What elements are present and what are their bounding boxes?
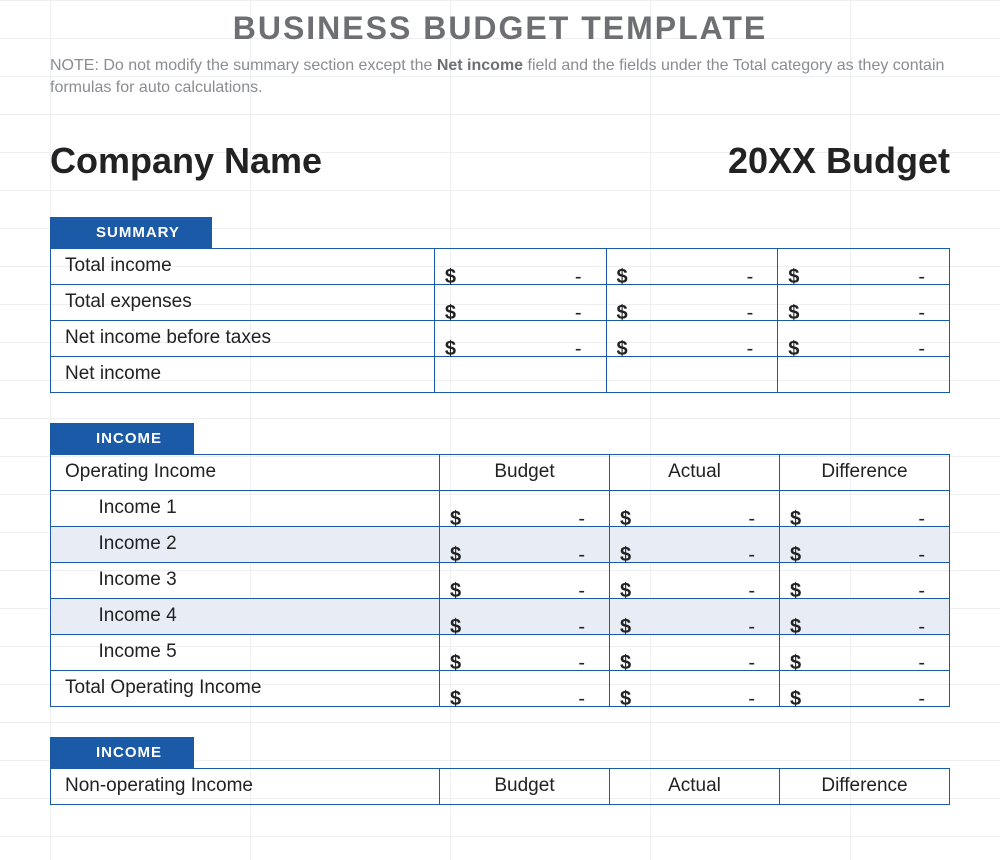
income-section-label: Operating Income <box>51 454 440 490</box>
income-cell-diff[interactable]: $- <box>780 634 950 670</box>
note-text: NOTE: Do not modify the summary section … <box>50 55 950 100</box>
summary-row: Net income <box>51 356 950 392</box>
summary-tab: SUMMARY <box>50 217 212 248</box>
summary-cell-diff[interactable]: $- <box>778 284 950 320</box>
income-row: Income 3 $- $- $- <box>51 562 950 598</box>
income-row-label: Income 2 <box>93 526 440 562</box>
income-row-label: Income 1 <box>93 490 440 526</box>
income-cell-actual[interactable]: $- <box>610 562 780 598</box>
summary-row: Total expenses $- $- $- <box>51 284 950 320</box>
income-cell-actual[interactable]: $- <box>610 598 780 634</box>
nonop-income-header-row: Non-operating Income Budget Actual Diffe… <box>51 768 950 804</box>
summary-cell-budget[interactable]: $- <box>434 248 606 284</box>
income-cell-budget[interactable]: $- <box>440 526 610 562</box>
summary-tab-wrap: SUMMARY <box>50 217 950 248</box>
indent <box>51 634 93 670</box>
summary-cell-budget[interactable] <box>434 356 606 392</box>
income-cell-diff[interactable]: $- <box>780 598 950 634</box>
note-prefix: NOTE: Do not modify the summary section … <box>50 57 437 74</box>
nonop-section-label: Non-operating Income <box>51 768 440 804</box>
content-area: BUSINESS BUDGET TEMPLATE NOTE: Do not mo… <box>0 0 1000 805</box>
income-tab: INCOME <box>50 423 194 454</box>
summary-cell-diff[interactable]: $- <box>778 248 950 284</box>
col-header-actual: Actual <box>610 454 780 490</box>
income-cell-actual[interactable]: $- <box>610 634 780 670</box>
indent <box>51 598 93 634</box>
income-total-diff[interactable]: $- <box>780 670 950 706</box>
income-cell-budget[interactable]: $- <box>440 598 610 634</box>
summary-row: Total income $- $- $- <box>51 248 950 284</box>
income-row: Income 1 $- $- $- <box>51 490 950 526</box>
summary-row-label: Net income before taxes <box>51 320 435 356</box>
col-header-budget: Budget <box>440 454 610 490</box>
income-row: Income 5 $- $- $- <box>51 634 950 670</box>
income-cell-actual[interactable]: $- <box>610 490 780 526</box>
summary-cell-budget[interactable]: $- <box>434 320 606 356</box>
summary-row: Net income before taxes $- $- $- <box>51 320 950 356</box>
income-row: Income 4 $- $- $- <box>51 598 950 634</box>
income-cell-diff[interactable]: $- <box>780 526 950 562</box>
income-row: Income 2 $- $- $- <box>51 526 950 562</box>
summary-table: Total income $- $- $- Total expenses $- … <box>50 248 950 393</box>
nonop-income-tab-wrap: INCOME <box>50 737 950 768</box>
income-cell-actual[interactable]: $- <box>610 526 780 562</box>
page-title: BUSINESS BUDGET TEMPLATE <box>50 10 950 47</box>
note-bold: Net income <box>437 57 523 74</box>
income-total-actual[interactable]: $- <box>610 670 780 706</box>
summary-row-label: Net income <box>51 356 435 392</box>
income-total-label: Total Operating Income <box>51 670 440 706</box>
indent <box>51 562 93 598</box>
income-total-row: Total Operating Income $- $- $- <box>51 670 950 706</box>
income-cell-budget[interactable]: $- <box>440 634 610 670</box>
income-row-label: Income 4 <box>93 598 440 634</box>
income-row-label: Income 5 <box>93 634 440 670</box>
income-cell-budget[interactable]: $- <box>440 562 610 598</box>
summary-cell-actual[interactable]: $- <box>606 248 778 284</box>
summary-row-label: Total expenses <box>51 284 435 320</box>
summary-cell-actual[interactable] <box>606 356 778 392</box>
summary-cell-diff[interactable] <box>778 356 950 392</box>
spreadsheet-template: BUSINESS BUDGET TEMPLATE NOTE: Do not mo… <box>0 0 1000 860</box>
income-total-budget[interactable]: $- <box>440 670 610 706</box>
income-tab-wrap: INCOME <box>50 423 950 454</box>
nonop-income-tab: INCOME <box>50 737 194 768</box>
income-header-row: Operating Income Budget Actual Differenc… <box>51 454 950 490</box>
col-header-diff: Difference <box>780 454 950 490</box>
col-header-diff: Difference <box>780 768 950 804</box>
income-cell-diff[interactable]: $- <box>780 490 950 526</box>
company-name: Company Name <box>50 140 322 182</box>
col-header-actual: Actual <box>610 768 780 804</box>
col-header-budget: Budget <box>440 768 610 804</box>
summary-cell-actual[interactable]: $- <box>606 320 778 356</box>
income-row-label: Income 3 <box>93 562 440 598</box>
indent <box>51 490 93 526</box>
summary-cell-budget[interactable]: $- <box>434 284 606 320</box>
header-row: Company Name 20XX Budget <box>50 140 950 182</box>
summary-row-label: Total income <box>51 248 435 284</box>
summary-cell-actual[interactable]: $- <box>606 284 778 320</box>
indent <box>51 526 93 562</box>
budget-year: 20XX Budget <box>728 140 950 182</box>
operating-income-table: Operating Income Budget Actual Differenc… <box>50 454 950 707</box>
summary-cell-diff[interactable]: $- <box>778 320 950 356</box>
income-cell-budget[interactable]: $- <box>440 490 610 526</box>
income-cell-diff[interactable]: $- <box>780 562 950 598</box>
nonoperating-income-table: Non-operating Income Budget Actual Diffe… <box>50 768 950 805</box>
